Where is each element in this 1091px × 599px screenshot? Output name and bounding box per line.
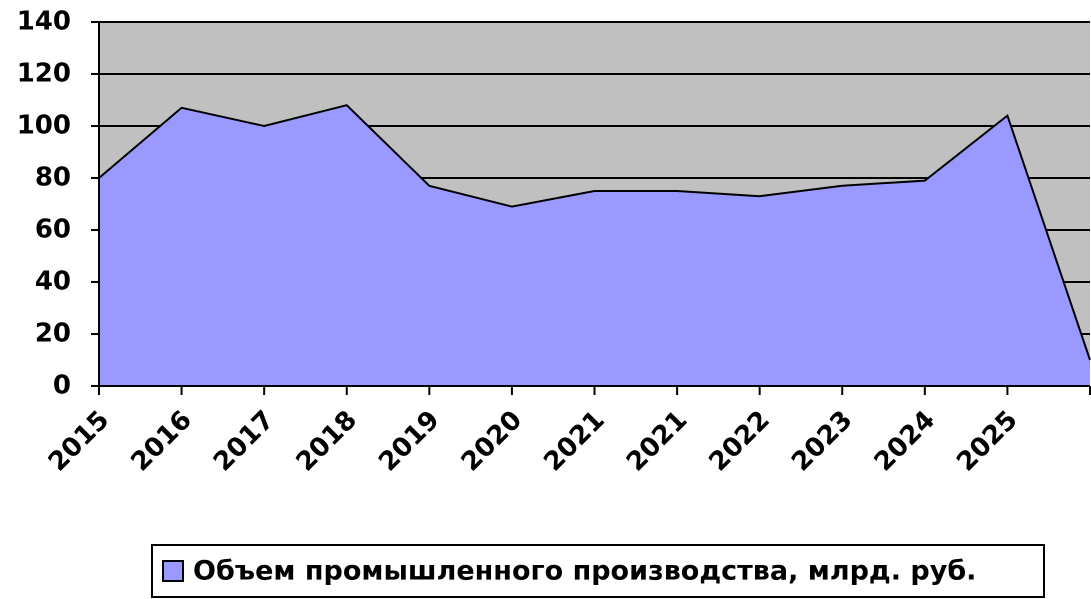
y-tick-label: 120 bbox=[17, 59, 71, 89]
x-tick-label: 2021 bbox=[621, 405, 693, 477]
legend-swatch bbox=[162, 560, 184, 582]
x-tick-label: 2024 bbox=[869, 405, 941, 477]
area bbox=[99, 105, 1090, 386]
y-tick-label: 60 bbox=[35, 215, 71, 245]
x-tick-label: 2019 bbox=[373, 405, 445, 477]
legend-label: Объем промышленного производства, млрд. … bbox=[193, 556, 976, 587]
y-tick-label: 0 bbox=[53, 371, 71, 401]
x-tick-label: 2016 bbox=[125, 405, 197, 477]
x-tick-label: 2015 bbox=[43, 405, 115, 477]
y-tick-label: 80 bbox=[35, 163, 71, 193]
x-tick-label: 2023 bbox=[786, 405, 858, 477]
y-tick-label: 100 bbox=[17, 111, 71, 141]
legend-box bbox=[151, 544, 1045, 598]
y-tick-label: 40 bbox=[35, 267, 71, 297]
y-tick-label: 20 bbox=[35, 319, 71, 349]
x-tick-label: 2022 bbox=[704, 405, 776, 477]
x-tick-label: 2021 bbox=[538, 405, 610, 477]
x-tick-label: 2018 bbox=[291, 405, 363, 477]
x-tick-label: 2020 bbox=[456, 405, 528, 477]
x-tick-label: 2025 bbox=[951, 405, 1023, 477]
area-line bbox=[98, 104, 1091, 361]
y-tick-label: 140 bbox=[17, 7, 71, 37]
x-tick-label: 2017 bbox=[208, 405, 280, 477]
